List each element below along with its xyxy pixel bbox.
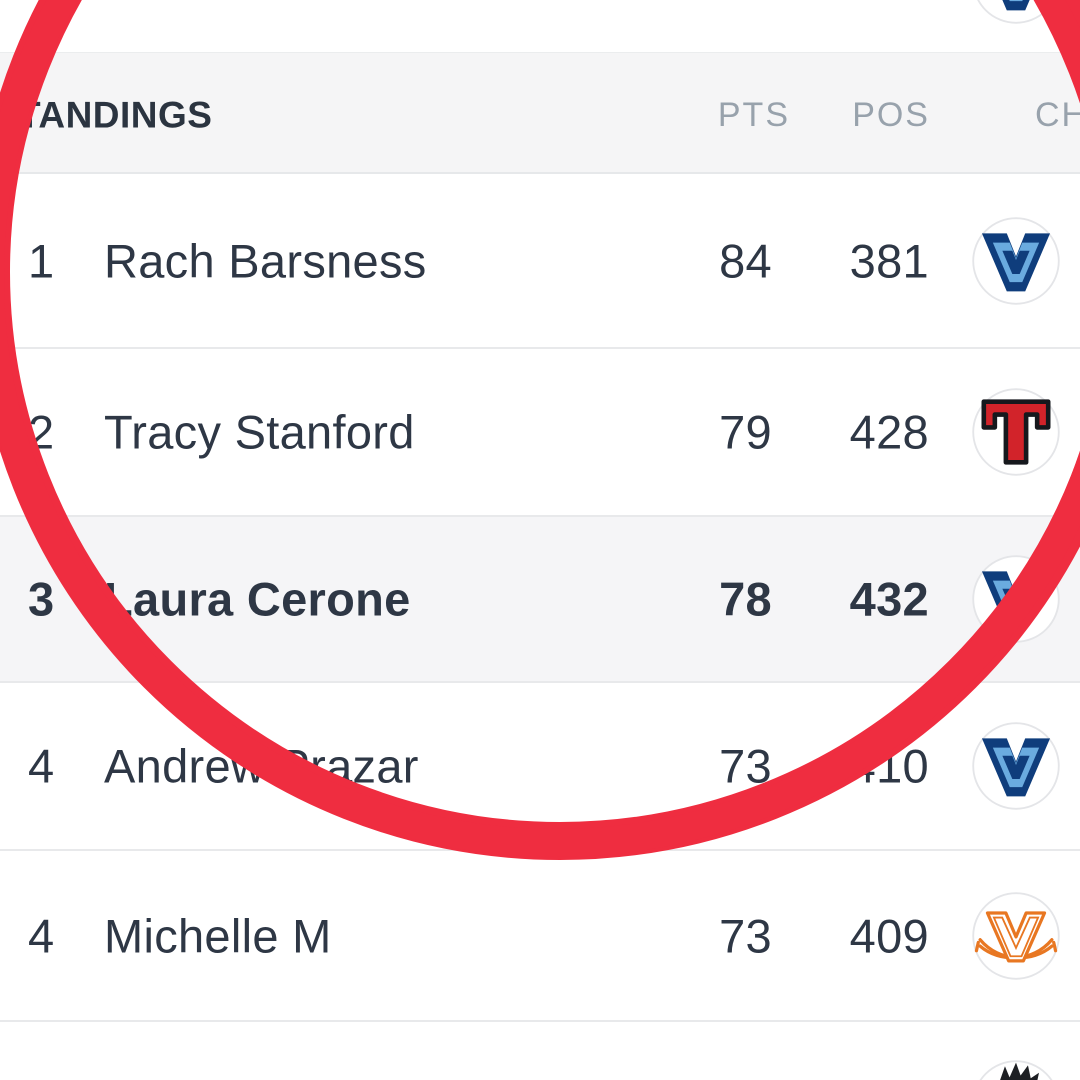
- standings-row[interactable]: 4 Michelle M 73 409: [0, 851, 1080, 1022]
- player-name: Andrew Prazar: [104, 739, 419, 793]
- player-name: Laura Cerone: [104, 572, 411, 626]
- standings-header: TANDINGS PTS POS CH: [0, 52, 1080, 174]
- virginia-logo: [972, 891, 1060, 980]
- texas-tech-logo: [972, 388, 1060, 476]
- rank-value: 2: [28, 405, 55, 459]
- champ-logo-cell: [970, 0, 1062, 26]
- rank-value: 3: [28, 572, 55, 626]
- villanova-logo: [977, 0, 1055, 24]
- villanova-logo: [972, 216, 1060, 305]
- standings-title: TANDINGS: [18, 94, 213, 136]
- standings-row-highlighted[interactable]: 3 Laura Cerone 78 432: [0, 517, 1080, 683]
- possible-points-value: 432: [849, 572, 929, 626]
- champ-logo-cell: [970, 553, 1062, 645]
- rank-value: 4: [28, 739, 55, 793]
- champ-logo-cell: [970, 1058, 1062, 1080]
- column-header-champ: CH: [1035, 95, 1080, 134]
- possible-points-value: 410: [849, 739, 929, 793]
- villanova-logo: [972, 555, 1060, 643]
- champ-logo-cell: [970, 386, 1062, 478]
- standings-row-partial-bottom[interactable]: [0, 1022, 1080, 1080]
- rank-value: 1: [28, 234, 55, 287]
- standings-row[interactable]: 4 Andrew Prazar 73 410: [0, 683, 1080, 851]
- standings-row[interactable]: 2 Tracy Stanford 79 428: [0, 349, 1080, 517]
- player-name: Tracy Stanford: [104, 405, 415, 459]
- player-name: Michelle M: [104, 909, 332, 962]
- champ-logo-cell: [970, 215, 1062, 307]
- dark-team-logo: [979, 1060, 1053, 1080]
- champ-logo-cell: [970, 890, 1062, 982]
- points-value: 78: [719, 572, 772, 626]
- column-header-pos: POS: [852, 95, 930, 134]
- player-name: Rach Barsness: [104, 234, 427, 287]
- standings-row-partial-top[interactable]: [0, 0, 1080, 52]
- possible-points-value: 428: [849, 405, 929, 459]
- possible-points-value: 409: [849, 909, 929, 962]
- rank-value: 4: [28, 909, 55, 962]
- standings-row[interactable]: 1 Rach Barsness 84 381: [0, 174, 1080, 349]
- points-value: 73: [719, 739, 772, 793]
- villanova-logo: [972, 722, 1060, 810]
- points-value: 79: [719, 405, 772, 459]
- possible-points-value: 381: [849, 234, 929, 287]
- points-value: 84: [719, 234, 772, 287]
- champ-logo-cell: [970, 720, 1062, 812]
- points-value: 73: [719, 909, 772, 962]
